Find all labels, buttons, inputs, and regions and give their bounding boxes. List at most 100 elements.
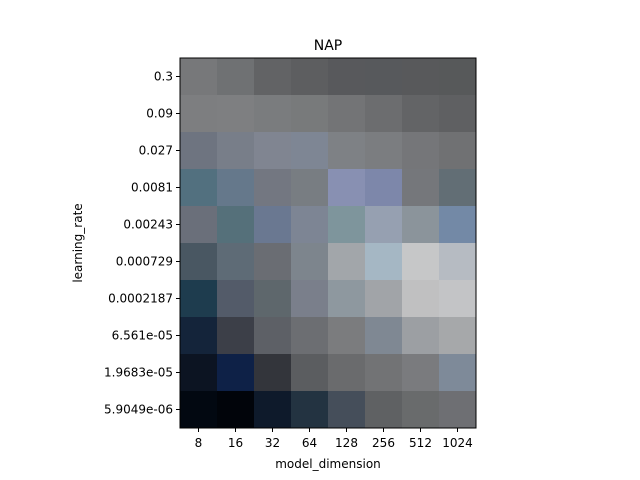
heatmap-cell [402, 280, 440, 318]
heatmap-cells [180, 58, 477, 429]
heatmap-cell [439, 354, 477, 392]
heatmap-cell [328, 317, 366, 355]
heatmap-cell [402, 58, 440, 96]
y-axis-label: learning_rate [71, 203, 85, 282]
y-tick-label: 0.027 [139, 144, 173, 158]
heatmap-cell [217, 169, 255, 207]
heatmap-cell [217, 243, 255, 281]
heatmap-cell [439, 391, 477, 429]
heatmap-cell [439, 58, 477, 96]
heatmap-cell [291, 354, 329, 392]
heatmap-cell [402, 243, 440, 281]
y-tick-label: 0.3 [154, 70, 173, 84]
heatmap-cell [291, 169, 329, 207]
heatmap-cell [439, 206, 477, 244]
heatmap-cell [254, 391, 292, 429]
heatmap-cell [365, 317, 403, 355]
heatmap-cell [217, 317, 255, 355]
x-tick-label: 1024 [442, 436, 473, 450]
heatmap-cell [254, 243, 292, 281]
y-tick-label: 0.000729 [116, 255, 173, 269]
heatmap-cell [402, 354, 440, 392]
heatmap-cell [291, 206, 329, 244]
heatmap-cell [402, 391, 440, 429]
y-tick-label: 5.9049e-06 [104, 403, 173, 417]
x-tick-label: 512 [409, 436, 432, 450]
heatmap-cell [217, 280, 255, 318]
heatmap-cell [291, 280, 329, 318]
heatmap-cell [402, 132, 440, 170]
heatmap-cell [291, 132, 329, 170]
heatmap-cell [180, 58, 218, 96]
y-tick-label: 6.561e-05 [112, 329, 173, 343]
x-tick-label: 32 [265, 436, 280, 450]
heatmap-cell [402, 317, 440, 355]
x-tick-label: 8 [195, 436, 203, 450]
heatmap-cell [291, 58, 329, 96]
heatmap-cell [328, 280, 366, 318]
x-axis-label: model_dimension [275, 457, 381, 471]
x-tick-label: 128 [335, 436, 358, 450]
heatmap-cell [328, 243, 366, 281]
heatmap-cell [402, 169, 440, 207]
heatmap-cell [180, 132, 218, 170]
heatmap-cell [254, 95, 292, 133]
x-tick-label: 64 [302, 436, 317, 450]
heatmap-cell [180, 354, 218, 392]
plot-frame [179, 57, 477, 429]
heatmap-cell [365, 58, 403, 96]
heatmap-cell [254, 354, 292, 392]
heatmap-cell [365, 95, 403, 133]
heatmap-cell [254, 132, 292, 170]
heatmap-cell [254, 317, 292, 355]
heatmap-cell [439, 95, 477, 133]
heatmap-cell [328, 95, 366, 133]
heatmap-cell [328, 169, 366, 207]
heatmap-cell [254, 169, 292, 207]
heatmap-cell [254, 58, 292, 96]
heatmap-cell [365, 169, 403, 207]
heatmap-cell [365, 243, 403, 281]
heatmap-cell [254, 280, 292, 318]
heatmap-cell [365, 280, 403, 318]
heatmap-cell [217, 95, 255, 133]
heatmap-cell [365, 354, 403, 392]
heatmap-cell [180, 169, 218, 207]
heatmap-cell [291, 243, 329, 281]
y-tick-label: 0.09 [146, 107, 173, 121]
heatmap-cell [365, 132, 403, 170]
heatmap-cell [180, 95, 218, 133]
heatmap-cell [180, 391, 218, 429]
heatmap-cell [217, 354, 255, 392]
heatmap-cell [180, 317, 218, 355]
heatmap-cell [365, 206, 403, 244]
heatmap-cell [291, 317, 329, 355]
heatmap-cell [291, 95, 329, 133]
heatmap-cell [180, 243, 218, 281]
heatmap-cell [328, 132, 366, 170]
heatmap-cell [439, 243, 477, 281]
heatmap-cell [365, 391, 403, 429]
heatmap-cell [180, 206, 218, 244]
heatmap-cell [217, 391, 255, 429]
x-tick-label: 256 [372, 436, 395, 450]
heatmap-cell [439, 280, 477, 318]
y-axis-ticks: 0.3 0.09 0.027 0.0081 0.00243 0.000729 0.00021… [104, 70, 180, 417]
heatmap-cell [217, 132, 255, 170]
heatmap-cell [402, 206, 440, 244]
y-tick-label: 0.0081 [131, 181, 173, 195]
heatmap-cell [328, 391, 366, 429]
heatmap-cell [217, 58, 255, 96]
heatmap-cell [328, 354, 366, 392]
heatmap-cell [439, 132, 477, 170]
x-axis-ticks: 8 16 32 64 128 256 512 1024 [195, 428, 473, 450]
y-tick-label: 0.0002187 [108, 292, 173, 306]
heatmap-cell [328, 206, 366, 244]
heatmap-cell [439, 169, 477, 207]
heatmap-cell [217, 206, 255, 244]
chart-title: NAP [314, 38, 343, 54]
heatmap-cell [291, 391, 329, 429]
y-tick-label: 0.00243 [123, 218, 173, 232]
heatmap-cell [439, 317, 477, 355]
